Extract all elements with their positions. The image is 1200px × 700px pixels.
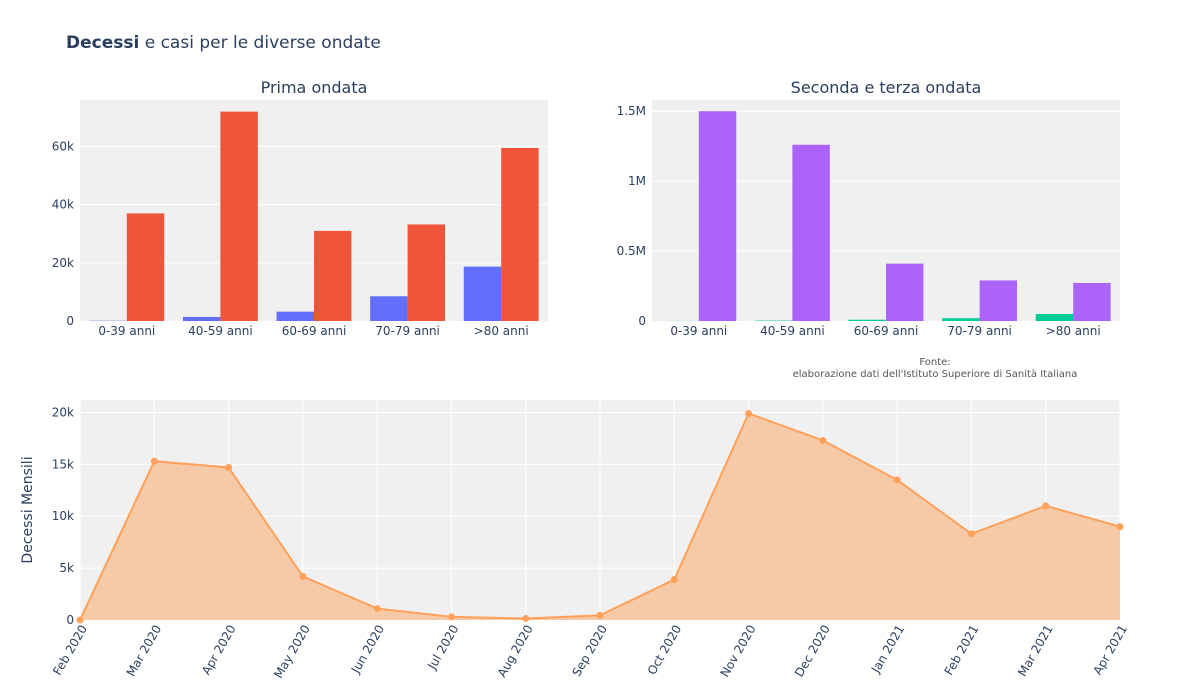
y-tick-label-first-wave: 0 [66,314,74,328]
y-tick-label-second-wave: 0.5M [617,244,646,258]
y-tick-label-second-wave: 0 [638,314,646,328]
x-tick-label-monthly: Nov 2020 [718,623,759,680]
bar-second-wave-series0 [942,318,980,321]
bar-first-wave-series1 [126,213,165,321]
main-title-bold: Decessi [66,33,140,53]
x-tick-label-second-wave: 40-59 anni [760,324,825,338]
x-tick-label-monthly: Dec 2020 [792,623,833,680]
y-tick-label-first-wave: 40k [52,198,74,212]
x-tick-label-first-wave: 0-39 anni [98,324,155,338]
x-tick-label-monthly: May 2020 [271,623,313,681]
x-tick-label-monthly: Sep 2020 [569,623,610,679]
subplot-title-second-third-wave: Seconda e terza ondata [790,78,982,97]
point-monthly [522,614,530,622]
x-tick-label-monthly: Mar 2021 [1015,623,1056,679]
bar-first-wave-series1 [501,147,539,321]
y-tick-label-monthly: 20k [52,405,74,419]
bar-first-wave-series0 [463,266,502,321]
x-tick-label-second-wave: 0-39 anni [670,324,727,338]
point-monthly [967,530,975,538]
subplot-title-first-wave: Prima ondata [260,78,368,97]
x-tick-label-monthly: Oct 2020 [645,623,685,678]
x-tick-label-monthly: Jan 2021 [868,623,907,677]
x-tick-label-monthly: Mar 2020 [124,623,165,679]
x-tick-label-first-wave: 70-79 anni [375,324,440,338]
x-tick-label-monthly: Feb 2021 [942,623,982,678]
x-tick-label-second-wave: 70-79 anni [947,324,1012,338]
point-monthly [76,616,84,624]
point-monthly [1042,502,1050,510]
main-title-rest: e casi per le diverse ondate [139,33,381,53]
bar-second-wave-series0 [848,319,886,321]
bar-first-wave-series1 [314,230,352,321]
x-tick-label-second-wave: 60-69 anni [854,324,919,338]
y-tick-label-second-wave: 1.5M [617,104,646,118]
point-monthly [1116,523,1124,531]
x-tick-label-monthly: Aug 2020 [495,623,536,680]
y-axis-title-monthly: Decessi Mensili [20,456,36,563]
source-annotation: Fonte: elaborazione dati dell'Istituto S… [790,357,1080,381]
bar-second-wave-series1 [698,111,737,321]
x-tick-label-monthly: Jun 2020 [348,623,387,677]
x-tick-label-first-wave: >80 anni [474,324,529,338]
source-label: Fonte: [919,357,951,368]
point-monthly [596,611,604,619]
x-tick-label-monthly: Feb 2020 [50,623,90,678]
point-monthly [299,572,307,580]
bar-second-wave-series1 [979,280,1018,321]
bar-first-wave-series0 [370,296,408,321]
y-tick-label-monthly: 10k [52,509,74,523]
y-tick-label-first-wave: 60k [52,140,74,154]
x-tick-label-first-wave: 60-69 anni [282,324,347,338]
y-tick-label-monthly: 15k [52,457,74,471]
x-tick-label-first-wave: 40-59 anni [188,324,253,338]
point-monthly [819,436,827,444]
bar-first-wave-series0 [276,311,314,321]
point-monthly [150,457,158,465]
x-tick-label-second-wave: >80 anni [1046,324,1101,338]
point-monthly [745,409,753,417]
point-monthly [447,613,455,621]
y-tick-label-first-wave: 20k [52,256,74,270]
bar-second-wave-series1 [886,263,924,321]
bar-first-wave-series0 [182,316,221,321]
bar-second-wave-series1 [1073,282,1111,321]
point-monthly [670,576,678,584]
x-tick-label-monthly: Apr 2020 [199,623,239,678]
bar-first-wave-series1 [407,224,446,321]
point-monthly [225,463,233,471]
bar-second-wave-series1 [792,144,830,321]
point-monthly [373,605,381,613]
x-tick-label-monthly: Jul 2020 [424,623,461,673]
y-tick-label-monthly: 5k [59,561,74,575]
main-title: Decessi e casi per le diverse ondate [66,33,381,53]
source-text: elaborazione dati dell'Istituto Superior… [792,369,1078,380]
y-tick-label-monthly: 0 [66,613,74,627]
y-tick-label-second-wave: 1M [628,174,646,188]
bar-first-wave-series1 [220,111,258,321]
point-monthly [893,476,901,484]
area-fill-monthly [80,413,1120,620]
bar-second-wave-series0 [1035,314,1074,321]
x-tick-label-monthly: Apr 2021 [1090,623,1130,678]
